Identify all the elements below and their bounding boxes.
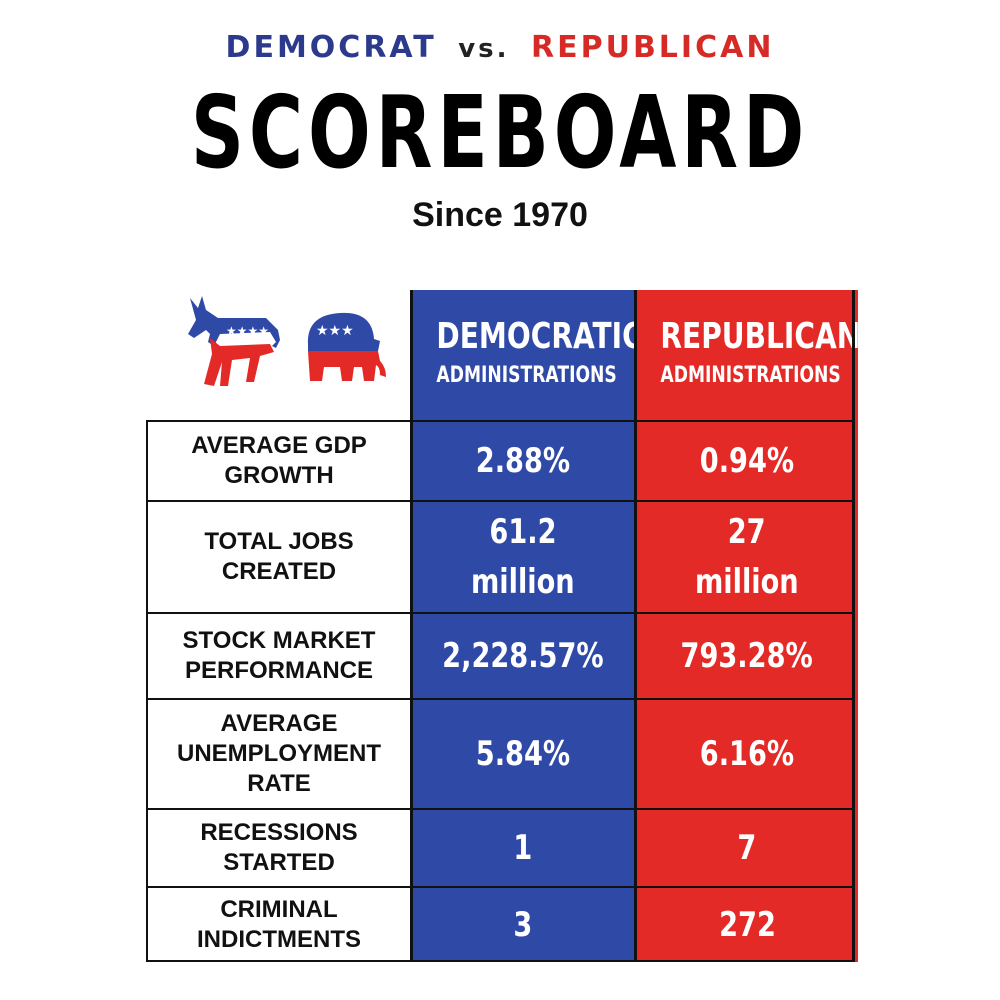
- republican-value: 27 million: [695, 512, 799, 602]
- column-divider: [634, 290, 637, 962]
- table-row: RECESSIONS STARTED 1 7: [146, 808, 854, 886]
- republican-subtitle: ADMINISTRATIONS: [660, 363, 841, 388]
- header-republican: REPUBLICAN: [531, 30, 775, 65]
- donkey-icon: ★★★★: [188, 296, 280, 386]
- republican-title: REPUBLICAN: [660, 316, 861, 357]
- republican-value: 272: [718, 905, 776, 945]
- democratic-title: DEMOCRATIC: [436, 316, 643, 357]
- democratic-value: 3: [513, 905, 533, 945]
- row-label: RECESSIONS STARTED: [200, 819, 358, 876]
- party-mascots: ★★★★: [180, 290, 400, 400]
- democratic-value: 1: [513, 828, 533, 868]
- column-divider: [410, 290, 413, 962]
- democratic-subtitle: ADMINISTRATIONS: [436, 363, 617, 388]
- democratic-value: 61.2 million: [471, 512, 575, 602]
- table-row: TOTAL JOBS CREATED 61.2 million 27 million: [146, 500, 854, 612]
- democratic-column: DEMOCRATIC ADMINISTRATIONS: [412, 290, 643, 962]
- header-vs: vs.: [458, 34, 510, 64]
- republican-value: 6.16%: [699, 734, 795, 774]
- row-label: CRIMINAL INDICTMENTS: [197, 896, 361, 953]
- table-row: STOCK MARKET PERFORMANCE 2,228.57% 793.28…: [146, 612, 854, 698]
- democratic-value: 5.84%: [475, 734, 571, 774]
- democratic-value: 2.88%: [475, 441, 571, 481]
- svg-text:★★★: ★★★: [316, 323, 354, 339]
- republican-header: REPUBLICAN ADMINISTRATIONS: [636, 290, 861, 420]
- table-row: AVERAGE GDP GROWTH 2.88% 0.94%: [146, 420, 854, 500]
- republican-column: REPUBLICAN ADMINISTRATIONS: [636, 290, 861, 962]
- table-row: CRIMINAL INDICTMENTS 3 272: [146, 886, 854, 962]
- header-matchup: DEMOCRAT vs. REPUBLICAN: [0, 30, 1000, 65]
- svg-text:★★★★: ★★★★: [226, 324, 269, 338]
- democratic-header: DEMOCRATIC ADMINISTRATIONS: [412, 290, 643, 420]
- republican-value: 793.28%: [680, 636, 814, 676]
- republican-value: 0.94%: [699, 441, 795, 481]
- header-democrat: DEMOCRAT: [225, 30, 437, 65]
- page-title: SCOREBOARD: [190, 74, 810, 191]
- republican-value: 7: [737, 828, 757, 868]
- elephant-icon: ★★★: [307, 312, 386, 381]
- page-subtitle: Since 1970: [412, 196, 588, 234]
- row-label: TOTAL JOBS CREATED: [204, 528, 354, 585]
- row-label: AVERAGE UNEMPLOYMENT RATE: [177, 710, 381, 797]
- table-row: AVERAGE UNEMPLOYMENT RATE 5.84% 6.16%: [146, 698, 854, 808]
- row-label: AVERAGE GDP GROWTH: [191, 432, 367, 489]
- democratic-value: 2,228.57%: [442, 636, 604, 676]
- row-label: STOCK MARKET PERFORMANCE: [182, 627, 376, 684]
